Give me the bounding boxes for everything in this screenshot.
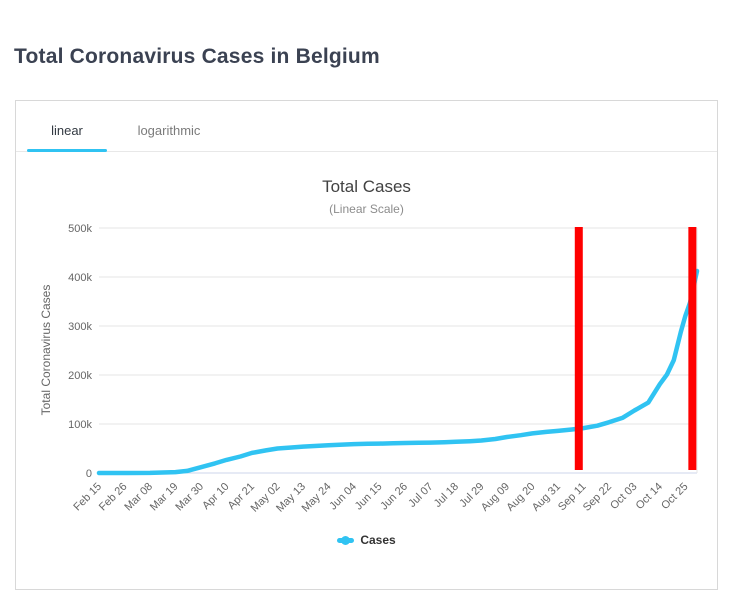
legend-label: Cases <box>360 533 396 547</box>
tab-linear[interactable]: linear <box>27 114 107 152</box>
chart-title: Total Cases <box>322 177 411 196</box>
page-title: Total Coronavirus Cases in Belgium <box>14 45 380 68</box>
series-line-cases[interactable] <box>96 268 700 476</box>
legend-item-cases[interactable]: Cases <box>15 533 718 547</box>
tab-linear-label: linear <box>51 123 83 138</box>
chart-subtitle: (Linear Scale) <box>329 202 404 216</box>
active-tab-underline <box>27 149 107 152</box>
chart-card: linear logarithmic Total Cases (Linear S… <box>15 100 718 590</box>
tab-logarithmic[interactable]: logarithmic <box>127 114 211 152</box>
tab-logarithmic-label: logarithmic <box>137 123 201 138</box>
scale-tabs: linear logarithmic <box>16 101 717 152</box>
legend-line-marker <box>337 535 355 545</box>
y-axis-title: Total Coronavirus Cases <box>39 284 53 416</box>
